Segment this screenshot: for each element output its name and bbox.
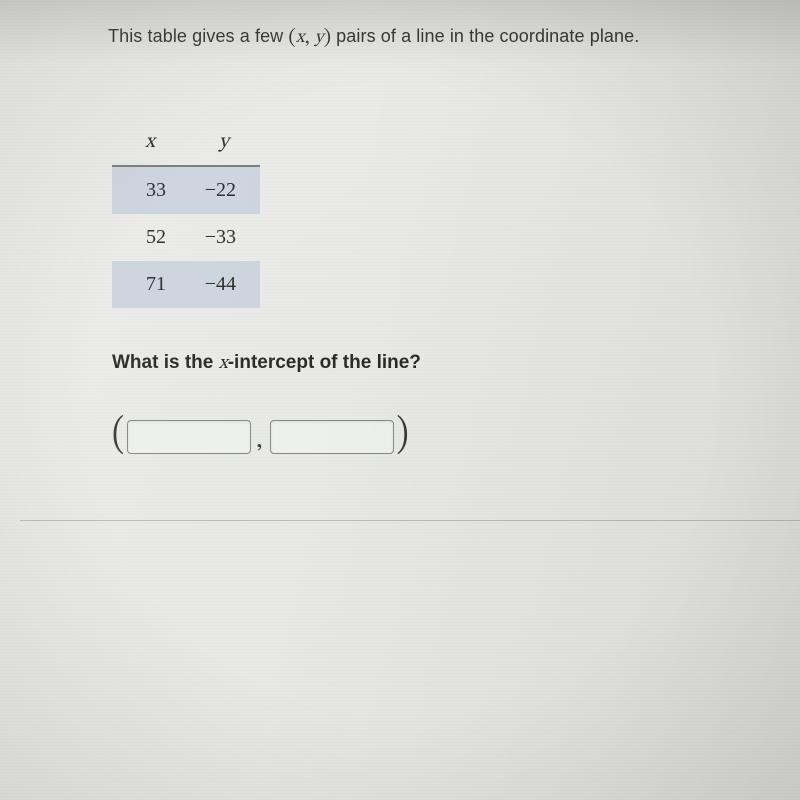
header-x: x <box>112 120 188 166</box>
cell-x: 33 <box>112 166 188 214</box>
answer-comma: , <box>256 425 262 458</box>
cell-y: −22 <box>188 166 260 214</box>
cell-x: 52 <box>112 214 188 261</box>
answer-x-input[interactable] <box>127 420 251 454</box>
pair-close: ) <box>324 27 332 48</box>
table-row: 33 −22 <box>112 166 260 214</box>
pair-open: ( <box>288 27 296 48</box>
prompt-text: This table gives a few (x, y) pairs of a… <box>108 24 760 50</box>
data-table-wrap: x y 33 −22 52 −33 71 −44 <box>112 120 760 308</box>
table-header-row: x y <box>112 120 260 166</box>
section-divider <box>20 520 800 521</box>
answer-open-paren: ( <box>112 415 124 458</box>
exercise-content: This table gives a few (x, y) pairs of a… <box>0 0 800 521</box>
data-table: x y 33 −22 52 −33 71 −44 <box>112 120 260 308</box>
q2-before: What is the <box>112 352 219 373</box>
question-intercept: What is the x-intercept of the line? <box>112 352 760 376</box>
answer-y-input[interactable] <box>270 420 394 454</box>
cell-x: 71 <box>112 261 188 308</box>
q2-var: x <box>219 354 228 373</box>
pair-sep: , <box>305 27 315 48</box>
pair-x: x <box>296 29 305 47</box>
prompt-before: This table gives a few <box>108 26 288 46</box>
q2-after: -intercept of the line? <box>228 352 421 373</box>
cell-y: −33 <box>188 214 260 261</box>
answer-coordinate: ( , ) <box>112 420 760 454</box>
header-y: y <box>188 120 260 166</box>
answer-close-paren: ) <box>397 415 409 458</box>
pair-y: y <box>315 29 324 47</box>
prompt-after: pairs of a line in the coordinate plane. <box>331 26 639 46</box>
table-row: 52 −33 <box>112 214 260 261</box>
table-row: 71 −44 <box>112 261 260 308</box>
cell-y: −44 <box>188 261 260 308</box>
